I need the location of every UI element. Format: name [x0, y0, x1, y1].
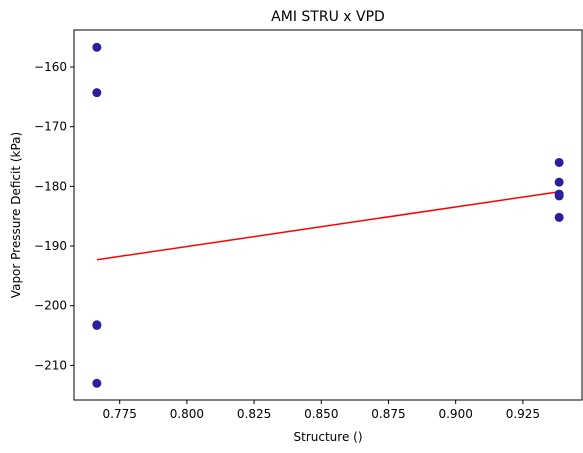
data-point [554, 191, 564, 201]
y-tick-label: −200 [34, 299, 67, 313]
data-point [92, 88, 102, 98]
y-tick-label: −180 [34, 179, 67, 193]
x-tick-label: 0.825 [237, 407, 271, 421]
x-tick-label: 0.875 [371, 407, 405, 421]
x-tick-label: 0.775 [103, 407, 137, 421]
x-tick-label: 0.850 [304, 407, 338, 421]
data-point [554, 177, 564, 187]
data-point [554, 157, 564, 167]
plot-frame [73, 29, 583, 401]
x-tick-label: 0.900 [438, 407, 472, 421]
data-point [554, 212, 564, 222]
data-point [92, 320, 102, 330]
y-tick-label: −210 [34, 358, 67, 372]
x-tick-label: 0.800 [170, 407, 204, 421]
x-tick-label: 0.925 [506, 407, 540, 421]
data-point [92, 42, 102, 52]
x-axis-label: Structure () [294, 430, 363, 444]
chart-title: AMI STRU x VPD [271, 9, 385, 25]
y-tick-label: −170 [34, 120, 67, 134]
axis-ticks: 0.775 0.800 0.825 0.850 0.875 0.900 0.925 −160 −… [34, 60, 540, 421]
trendline-layer [96, 190, 560, 261]
trendline [96, 190, 560, 261]
data-point [92, 378, 102, 388]
y-axis-label: Vapor Pressure Deficit (kPa) [9, 132, 23, 298]
y-tick-label: −160 [34, 60, 67, 74]
points-layer [92, 42, 564, 388]
y-tick-label: −190 [34, 239, 67, 253]
